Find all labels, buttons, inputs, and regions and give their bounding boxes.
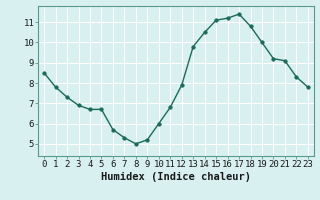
X-axis label: Humidex (Indice chaleur): Humidex (Indice chaleur) — [101, 172, 251, 182]
